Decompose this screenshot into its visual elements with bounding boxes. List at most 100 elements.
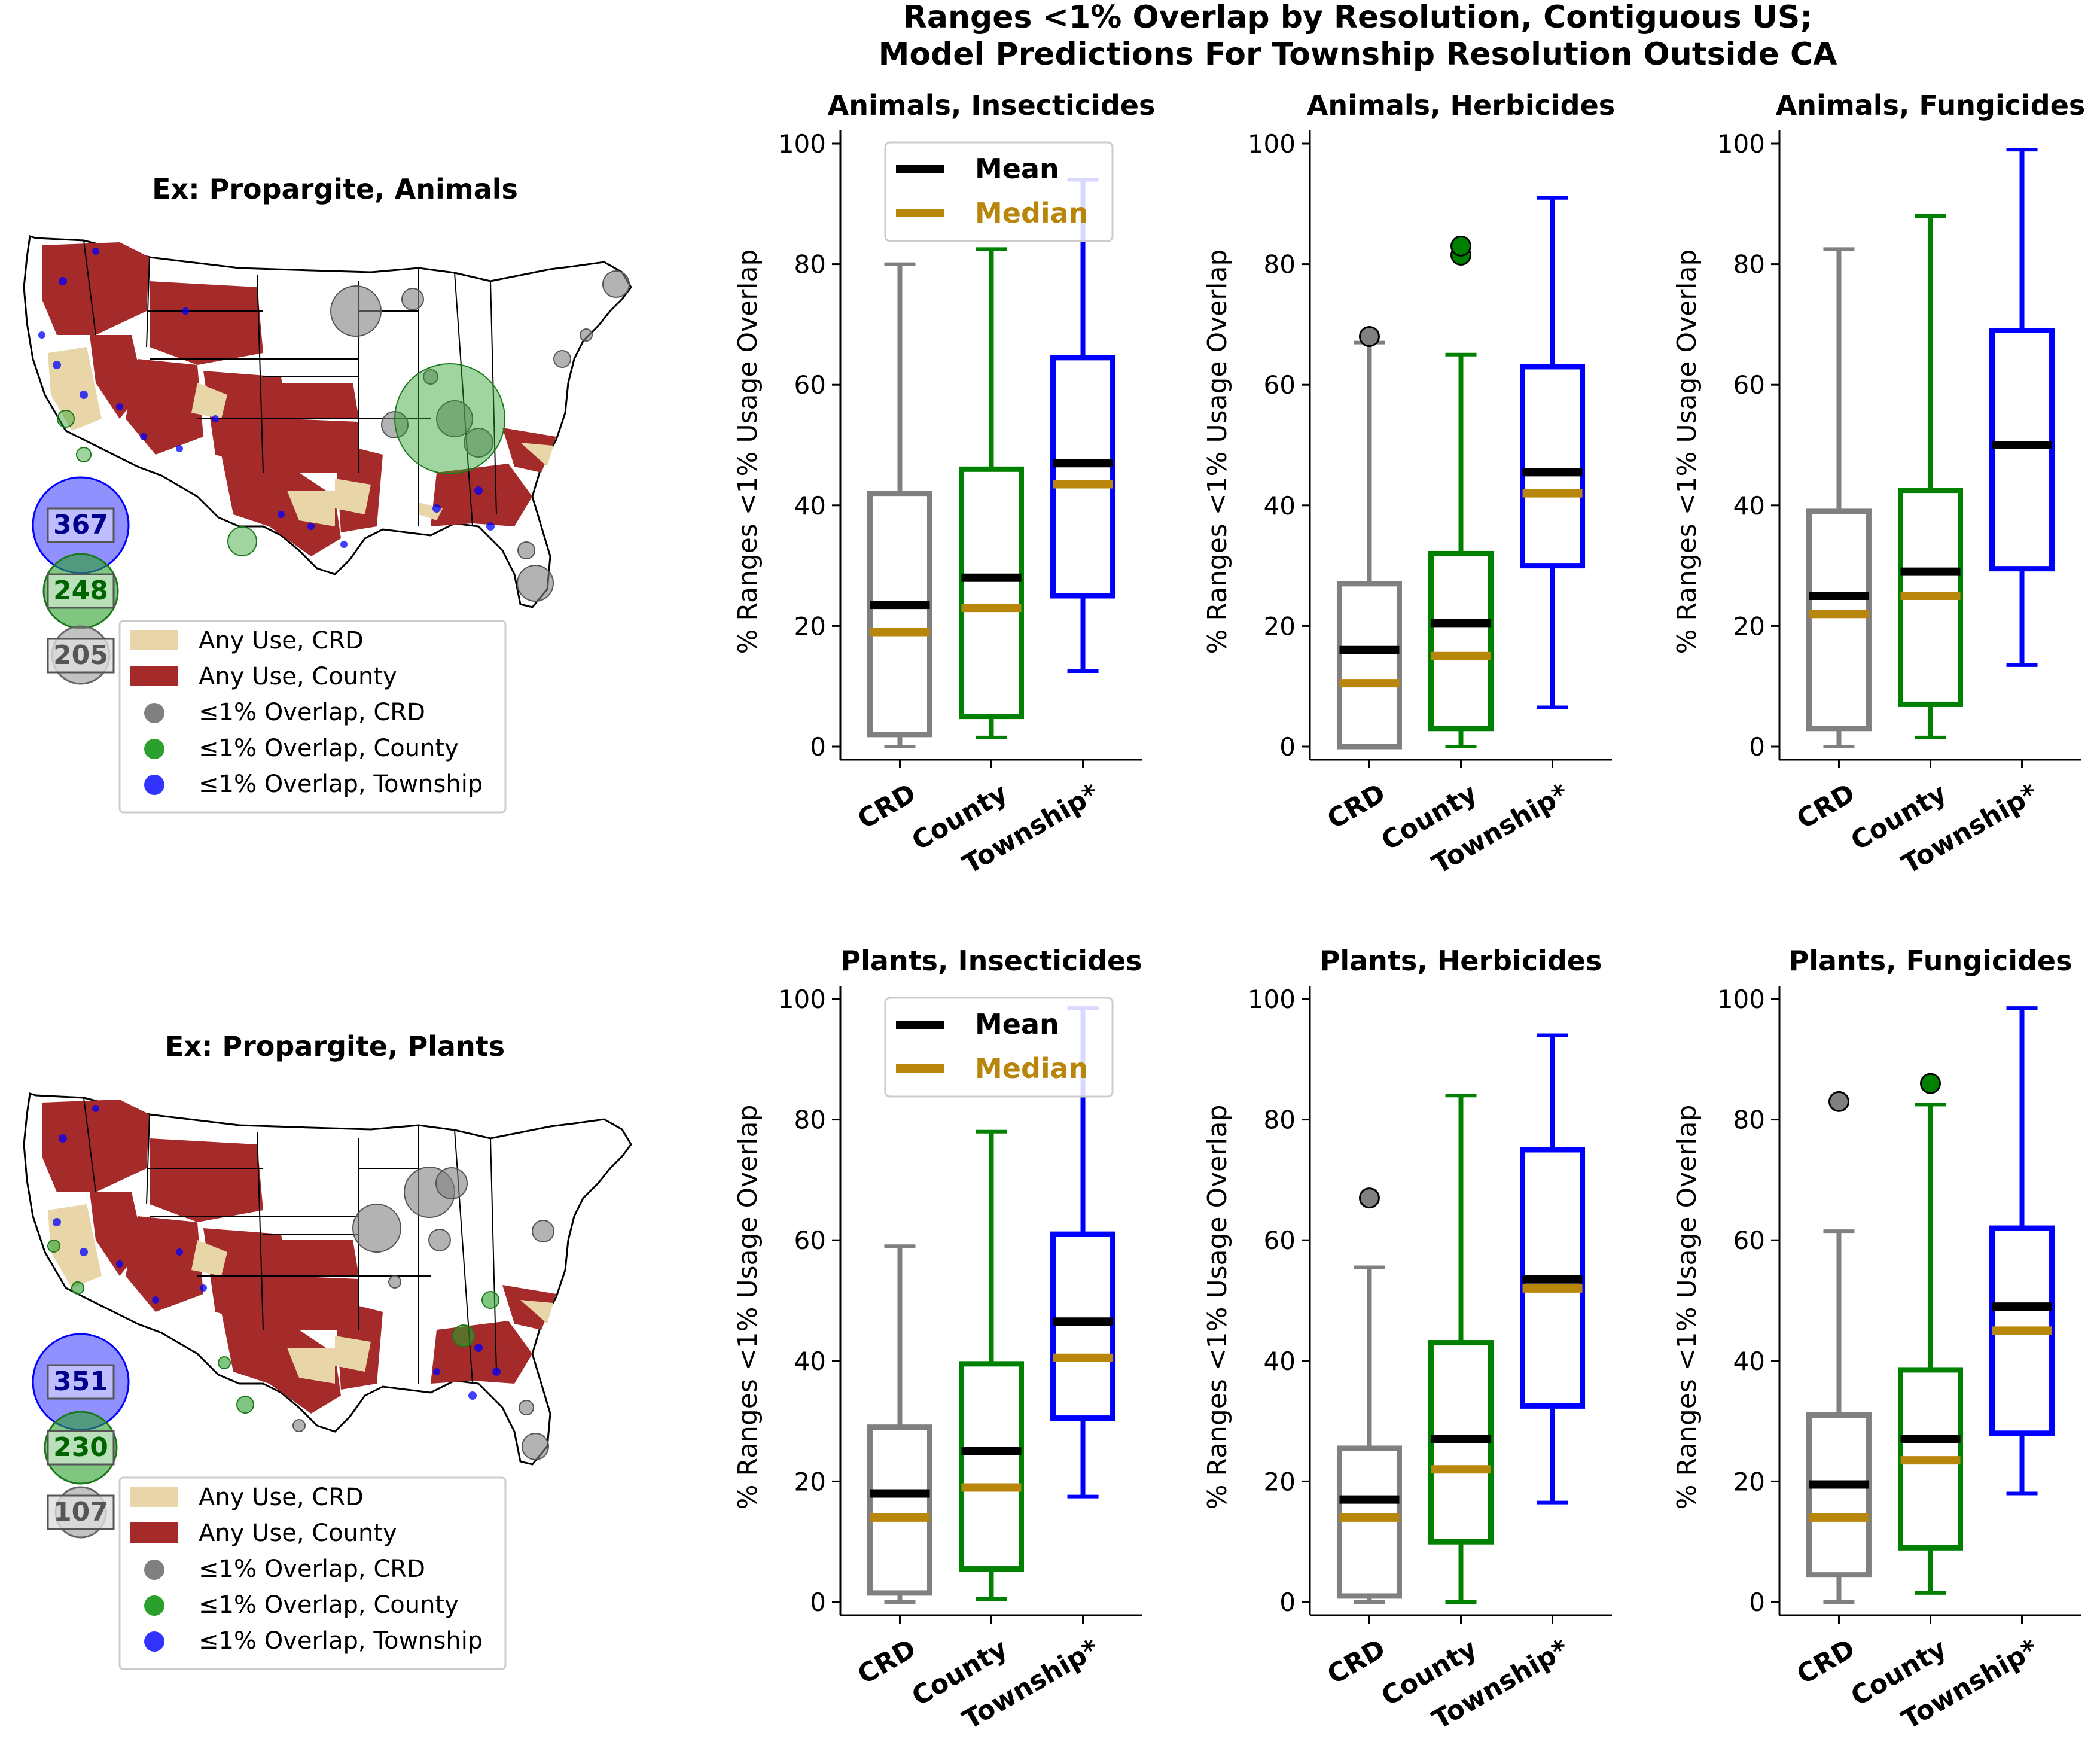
legend-overlap-county: ≤1% Overlap, County <box>199 1591 459 1619</box>
boxplot-grid: Animals, Insecticides 0 20 40 60 80 100 % Range… <box>733 89 2085 1735</box>
legend-mean-label: Mean <box>975 153 1059 185</box>
boxplot-panel: Animals, Herbicides 0 20 40 60 80 100 % Ranges … <box>1202 89 1615 880</box>
y-tick-label: 20 <box>1733 1467 1765 1496</box>
iqr-box <box>1520 364 1586 569</box>
y-tick-label: 20 <box>1264 1467 1296 1496</box>
y-tick-label: 40 <box>794 1347 826 1376</box>
boxplot-panel: Animals, Insecticides 0 20 40 60 80 100 % Range… <box>733 89 1155 880</box>
y-tick-label: 100 <box>1717 129 1765 159</box>
y-tick-label: 80 <box>794 1106 826 1135</box>
outlier-point <box>1920 1073 1941 1094</box>
box-county: County <box>907 1129 1024 1712</box>
y-axis-label: % Ranges <1% Usage Overlap <box>733 249 763 654</box>
state-borders <box>83 240 497 527</box>
county-overlap-points <box>57 363 505 556</box>
box-crd: CRD <box>1792 247 1872 835</box>
box-county: County <box>1376 1094 1494 1712</box>
y-tick-label: 80 <box>794 250 826 279</box>
us-map <box>23 1092 632 1466</box>
iqr-box <box>1428 550 1494 732</box>
y-tick-label: 40 <box>1264 1347 1296 1376</box>
count-township: 351 <box>53 1366 108 1397</box>
box-county: County <box>1376 235 1494 857</box>
map-panel-animals: Ex: Propargite, Animals <box>23 173 632 814</box>
legend-any-use-crd: Any Use, CRD <box>199 1484 364 1511</box>
y-tick-label: 60 <box>1733 370 1765 400</box>
map-legend: Any Use, CRD Any Use, County ≤1% Overlap… <box>118 1476 507 1670</box>
x-tick-label: CRD <box>1792 1633 1860 1691</box>
legend-any-use-county: Any Use, County <box>199 1519 397 1547</box>
boxplot-panel: Animals, Fungicides 0 20 40 60 80 100 % Ranges … <box>1672 89 2085 880</box>
iqr-box <box>1806 508 1872 732</box>
count-bubbles: 367 248 205 <box>32 476 130 685</box>
count-county: 248 <box>53 575 108 606</box>
boxplot-panel: Plants, Insecticides 0 20 40 60 80 100 % Ranges… <box>733 945 1142 1735</box>
count-county: 230 <box>53 1432 108 1463</box>
boxplot-panel: Plants, Herbicides 0 20 40 60 80 100 % Ranges <… <box>1202 945 1612 1735</box>
y-tick-label: 100 <box>1248 129 1296 159</box>
x-tick-label: CRD <box>1792 778 1860 835</box>
iqr-box <box>959 1361 1024 1572</box>
map-title: Ex: Propargite, Animals <box>152 173 518 205</box>
count-bubbles: 351 230 107 <box>32 1333 130 1539</box>
y-tick-label: 60 <box>794 370 826 400</box>
panel-title: Animals, Insecticides <box>828 89 1156 121</box>
us-map <box>23 235 632 608</box>
y-axis-label: % Ranges <1% Usage Overlap <box>1202 249 1233 654</box>
box-crd: CRD <box>853 1244 932 1691</box>
y-tick-label: 40 <box>1733 491 1765 520</box>
box-county: County <box>1846 1073 1963 1712</box>
legend-median-label: Median <box>975 197 1088 229</box>
township-overlap-points <box>53 1105 501 1400</box>
y-tick-label: 0 <box>1749 732 1765 762</box>
township-overlap-points <box>38 248 495 548</box>
y-tick-label: 0 <box>1279 732 1296 762</box>
legend-any-use-county: Any Use, County <box>199 663 397 690</box>
map-legend: Any Use, CRD Any Use, County ≤1% Overlap… <box>118 620 507 814</box>
x-tick-label: CRD <box>853 1633 921 1691</box>
iqr-box <box>1050 1231 1116 1421</box>
iqr-box <box>959 466 1024 720</box>
any-use-crd-regions <box>48 347 553 526</box>
y-tick-label: 80 <box>1264 250 1296 279</box>
box-township: Township* <box>958 178 1116 880</box>
iqr-box <box>1336 1445 1402 1599</box>
box-crd: CRD <box>1792 1091 1872 1691</box>
y-tick-label: 0 <box>810 732 826 762</box>
crd-overlap-points <box>292 1167 554 1460</box>
legend-overlap-township: ≤1% Overlap, Township <box>199 770 483 798</box>
legend-median-label: Median <box>975 1052 1088 1085</box>
y-tick-label: 80 <box>1264 1106 1296 1135</box>
y-tick-label: 60 <box>1264 1226 1296 1255</box>
figure-title-line2: Model Predictions For Township Resolutio… <box>879 36 1837 72</box>
box-township: Township* <box>1427 1033 1586 1735</box>
y-tick-label: 100 <box>1717 985 1765 1014</box>
iqr-box <box>867 1424 932 1596</box>
y-tick-label: 100 <box>778 985 826 1014</box>
iqr-box <box>867 491 932 738</box>
y-tick-label: 60 <box>1264 370 1296 400</box>
x-tick-label: CRD <box>853 778 921 835</box>
iqr-box <box>1336 581 1402 750</box>
any-use-crd-regions <box>48 1204 553 1384</box>
legend-overlap-crd: ≤1% Overlap, CRD <box>199 1555 425 1583</box>
x-tick-label: CRD <box>1322 778 1391 835</box>
iqr-box <box>1989 327 2055 572</box>
box-township: Township* <box>1427 196 1586 880</box>
y-axis-label: % Ranges <1% Usage Overlap <box>1202 1105 1233 1510</box>
y-tick-label: 20 <box>794 611 826 641</box>
box-crd: CRD <box>853 262 932 835</box>
count-crd: 107 <box>53 1497 108 1527</box>
box-township: Township* <box>958 1006 1116 1735</box>
crd-overlap-points <box>330 270 630 602</box>
y-tick-label: 60 <box>1733 1226 1765 1255</box>
outlier-point <box>1358 1187 1380 1209</box>
y-tick-label: 0 <box>810 1588 826 1617</box>
y-tick-label: 40 <box>794 491 826 520</box>
map-panel-plants: Ex: Propargite, Plants <box>23 1030 632 1670</box>
legend-overlap-county: ≤1% Overlap, County <box>199 735 459 762</box>
y-axis-label: % Ranges <1% Usage Overlap <box>1672 1105 1702 1510</box>
legend-any-use-crd: Any Use, CRD <box>199 627 364 654</box>
county-overlap-points <box>47 1240 499 1414</box>
